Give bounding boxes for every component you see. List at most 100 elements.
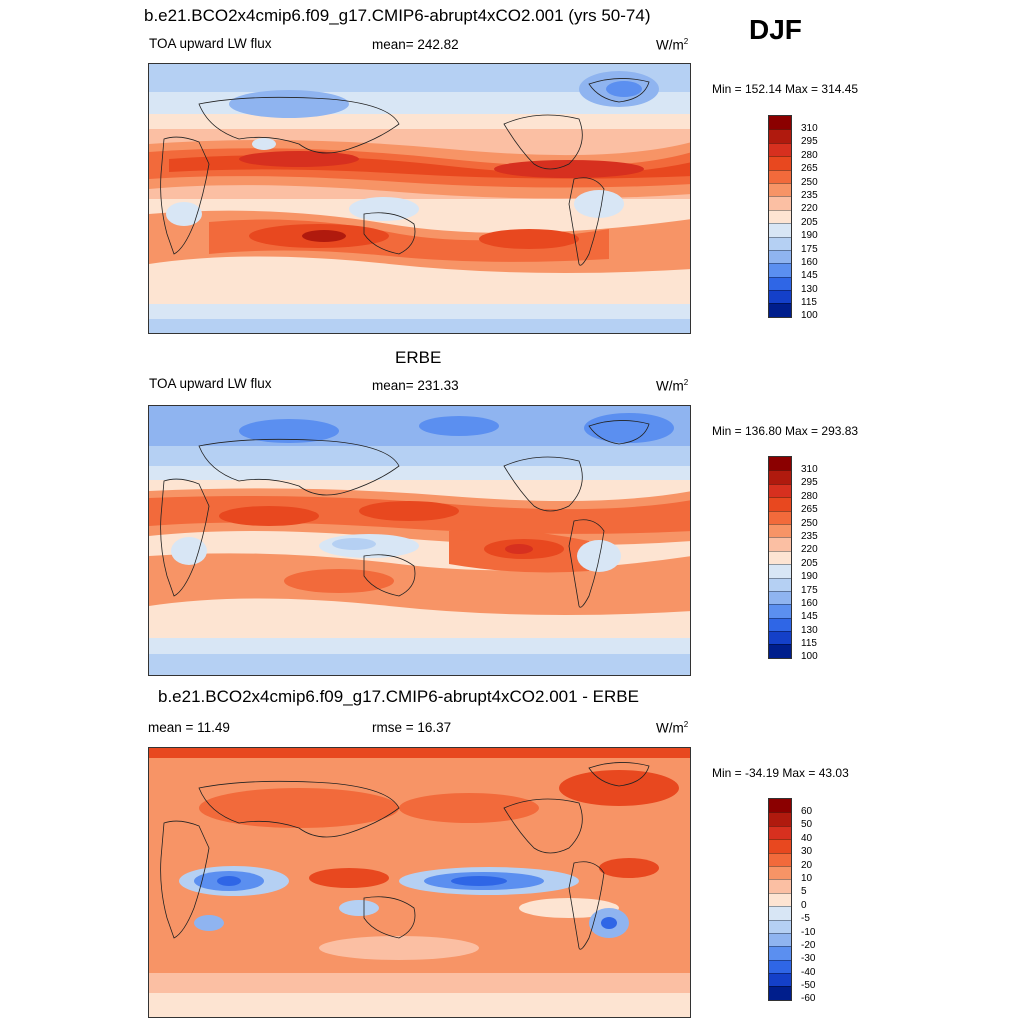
panel-3-colorbar xyxy=(768,798,792,1001)
colorbar-swatch xyxy=(769,812,791,826)
colorbar-tick-label: 295 xyxy=(801,477,818,489)
colorbar-swatch xyxy=(769,906,791,920)
colorbar-swatch xyxy=(769,290,791,304)
colorbar-swatch xyxy=(769,470,791,484)
colorbar-tick-label: -5 xyxy=(801,913,810,925)
colorbar-swatch xyxy=(769,946,791,960)
colorbar-tick-label: 10 xyxy=(801,872,813,884)
colorbar-tick-label: 130 xyxy=(801,283,818,295)
colorbar-tick-label: 115 xyxy=(801,297,817,309)
panel-1-units: W/m2 xyxy=(656,37,689,53)
colorbar-tick-label: 130 xyxy=(801,624,818,636)
colorbar-swatch xyxy=(769,959,791,974)
colorbar-swatch xyxy=(769,483,791,498)
colorbar-swatch xyxy=(769,263,791,277)
panel-2-map xyxy=(148,405,691,676)
colorbar-swatch xyxy=(769,631,791,645)
colorbar-tick-label: 40 xyxy=(801,832,813,844)
colorbar-swatch xyxy=(769,577,791,591)
colorbar-tick-label: 205 xyxy=(801,216,818,228)
panel-2-units: W/m2 xyxy=(656,378,689,394)
colorbar-tick-label: -10 xyxy=(801,926,816,938)
colorbar-tick-label: 310 xyxy=(801,464,818,475)
colorbar-tick-label: 5 xyxy=(801,886,807,898)
panel-1-minmax: Min = 152.14 Max = 314.45 xyxy=(712,82,859,96)
colorbar-tick-label: -40 xyxy=(801,966,816,978)
panel-1-colorbar xyxy=(768,115,792,318)
colorbar-tick-label: 310 xyxy=(801,123,818,134)
colorbar-swatch xyxy=(769,497,791,511)
colorbar-swatch xyxy=(769,510,791,524)
colorbar-swatch xyxy=(769,799,791,813)
colorbar-tick-label: 220 xyxy=(801,203,818,215)
colorbar-tick-label: 190 xyxy=(801,571,818,583)
colorbar-swatch xyxy=(769,129,791,143)
colorbar-swatch xyxy=(769,932,791,947)
colorbar-tick-label: 145 xyxy=(801,270,818,282)
panel-1-mean-label: mean= 242.82 xyxy=(372,37,459,52)
colorbar-swatch xyxy=(769,276,791,291)
panel-3-title: b.e21.BCO2x4cmip6.f09_g17.CMIP6-abrupt4x… xyxy=(158,687,639,706)
colorbar-tick-label: 115 xyxy=(801,638,817,650)
colorbar-tick-label: -60 xyxy=(801,993,816,1005)
colorbar-swatch xyxy=(769,156,791,170)
panel-1-variable-label: TOA upward LW flux xyxy=(149,36,272,51)
panel-2-title: ERBE xyxy=(395,348,442,367)
colorbar-swatch xyxy=(769,116,791,130)
colorbar-swatch xyxy=(769,986,791,1000)
panel-3-minmax: Min = -34.19 Max = 43.03 xyxy=(712,766,849,780)
colorbar-tick-label: 295 xyxy=(801,136,818,148)
colorbar-swatch xyxy=(769,550,791,565)
colorbar-swatch xyxy=(769,223,791,237)
colorbar-swatch xyxy=(769,142,791,157)
colorbar-tick-label: 20 xyxy=(801,859,813,871)
colorbar-swatch xyxy=(769,249,791,264)
colorbar-tick-label: 0 xyxy=(801,899,807,911)
colorbar-swatch xyxy=(769,537,791,551)
colorbar-swatch xyxy=(769,617,791,632)
colorbar-swatch xyxy=(769,879,791,893)
colorbar-swatch xyxy=(769,644,791,658)
season-label: DJF xyxy=(749,14,802,45)
panel-2-variable-label: TOA upward LW flux xyxy=(149,376,272,391)
panel-2-mean-label: mean= 231.33 xyxy=(372,378,459,393)
colorbar-tick-label: 160 xyxy=(801,256,818,268)
colorbar-swatch xyxy=(769,523,791,538)
colorbar-tick-label: 265 xyxy=(801,163,818,175)
colorbar-swatch xyxy=(769,169,791,183)
colorbar-tick-label: 250 xyxy=(801,517,818,529)
colorbar-swatch xyxy=(769,457,791,471)
panel-3-rmse-label: rmse = 16.37 xyxy=(372,720,452,735)
colorbar-tick-label: 235 xyxy=(801,189,818,201)
colorbar-swatch xyxy=(769,865,791,880)
colorbar-tick-label: 145 xyxy=(801,611,818,623)
colorbar-tick-label: -50 xyxy=(801,980,816,992)
colorbar-swatch xyxy=(769,919,791,933)
colorbar-tick-label: 100 xyxy=(801,651,818,663)
colorbar-swatch xyxy=(769,182,791,197)
colorbar-tick-label: -30 xyxy=(801,953,816,965)
colorbar-tick-label: 60 xyxy=(801,806,813,817)
colorbar-tick-label: 50 xyxy=(801,819,813,831)
colorbar-tick-label: 220 xyxy=(801,544,818,556)
colorbar-tick-label: 30 xyxy=(801,846,813,858)
colorbar-swatch xyxy=(769,236,791,250)
colorbar-tick-label: 250 xyxy=(801,176,818,188)
colorbar-swatch xyxy=(769,303,791,317)
colorbar-swatch xyxy=(769,564,791,578)
panel-2-minmax: Min = 136.80 Max = 293.83 xyxy=(712,424,859,438)
colorbar-tick-label: 235 xyxy=(801,530,818,542)
colorbar-tick-label: 100 xyxy=(801,310,818,322)
panel-3-map xyxy=(148,747,691,1018)
panel-3-mean-label: mean = 11.49 xyxy=(148,720,230,735)
colorbar-swatch xyxy=(769,839,791,853)
colorbar-swatch xyxy=(769,973,791,987)
colorbar-swatch xyxy=(769,825,791,840)
colorbar-tick-label: 280 xyxy=(801,490,818,502)
panel-1-title: b.e21.BCO2x4cmip6.f09_g17.CMIP6-abrupt4x… xyxy=(144,6,651,25)
colorbar-tick-label: 265 xyxy=(801,504,818,516)
colorbar-tick-label: 175 xyxy=(801,243,818,255)
colorbar-swatch xyxy=(769,852,791,866)
colorbar-tick-label: 160 xyxy=(801,597,818,609)
colorbar-swatch xyxy=(769,892,791,907)
